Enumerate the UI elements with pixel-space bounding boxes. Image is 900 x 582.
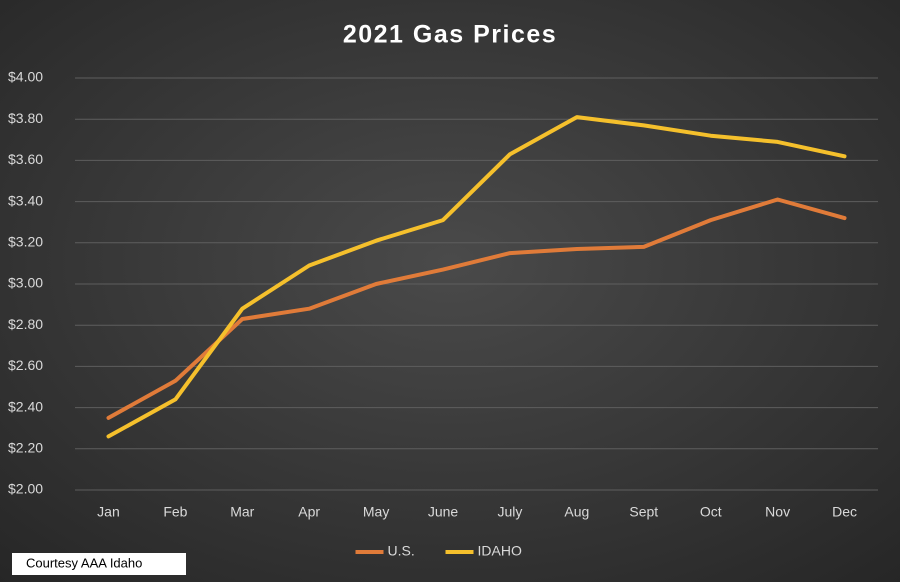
y-tick-label: $2.60 — [8, 357, 43, 373]
x-tick-label: Jan — [97, 504, 120, 520]
x-tick-label: May — [363, 504, 389, 520]
x-tick-label: Nov — [765, 504, 790, 520]
x-tick-label: Mar — [230, 504, 254, 520]
y-tick-label: $2.00 — [8, 481, 43, 497]
y-tick-label: $2.40 — [8, 398, 43, 414]
y-tick-label: $3.60 — [8, 151, 43, 167]
legend-label: IDAHO — [478, 543, 522, 559]
y-tick-label: $3.40 — [8, 192, 43, 208]
y-tick-label: $3.00 — [8, 275, 43, 291]
chart-title: 2021 Gas Prices — [343, 21, 557, 49]
y-tick-label: $3.20 — [8, 234, 43, 250]
x-tick-label: Apr — [298, 504, 320, 520]
annotation-box — [12, 553, 186, 575]
x-tick-label: Oct — [700, 504, 722, 520]
series-line — [106, 115, 847, 439]
x-tick-label: Feb — [163, 504, 187, 520]
x-tick-label: Aug — [564, 504, 589, 520]
x-tick-label: Sept — [629, 504, 658, 520]
x-tick-label: July — [498, 504, 523, 520]
x-tick-label: Dec — [832, 504, 857, 520]
y-tick-label: $3.80 — [8, 110, 43, 126]
annotation: Courtesy AAA Idaho — [26, 555, 142, 570]
y-tick-label: $2.20 — [8, 440, 43, 456]
x-tick-label: June — [428, 504, 459, 520]
series-line — [106, 197, 847, 420]
y-tick-label: $2.80 — [8, 316, 43, 332]
y-tick-label: $4.00 — [8, 69, 43, 85]
legend-label: U.S. — [388, 543, 415, 559]
